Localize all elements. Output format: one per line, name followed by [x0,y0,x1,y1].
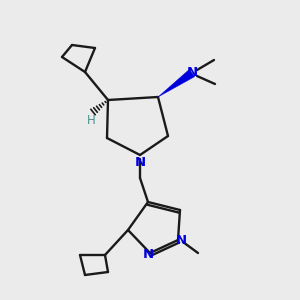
Text: N: N [186,65,198,79]
Polygon shape [158,69,195,97]
Text: N: N [142,248,154,262]
Text: N: N [176,233,187,247]
Text: N: N [134,157,146,169]
Text: H: H [87,113,95,127]
